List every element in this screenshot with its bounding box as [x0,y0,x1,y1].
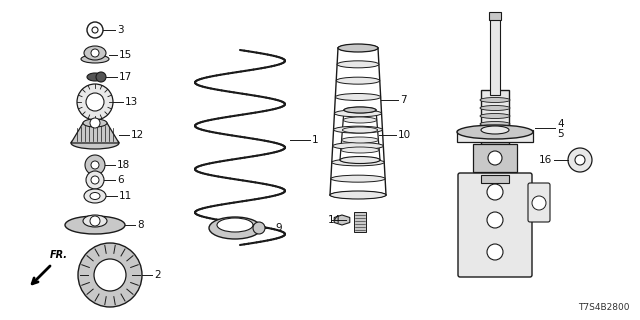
Text: T7S4B2800: T7S4B2800 [579,303,630,312]
Ellipse shape [480,114,510,118]
Ellipse shape [332,159,384,166]
Ellipse shape [340,157,380,163]
Ellipse shape [342,127,378,133]
Circle shape [487,244,503,260]
Circle shape [92,27,98,33]
Circle shape [77,84,113,120]
Bar [481,90,509,132]
Circle shape [90,216,100,226]
Ellipse shape [87,73,103,81]
Text: 3: 3 [117,25,124,35]
Ellipse shape [333,142,383,149]
Circle shape [90,118,100,128]
Text: 6: 6 [117,175,124,185]
Text: FR.: FR. [50,250,68,260]
Bar [481,142,509,232]
Circle shape [488,151,502,165]
Circle shape [96,72,106,82]
Text: 7: 7 [400,95,406,105]
Circle shape [568,148,592,172]
Bar [490,15,500,95]
Text: 18: 18 [117,160,131,170]
Ellipse shape [481,126,509,134]
Ellipse shape [343,117,377,123]
Circle shape [487,184,503,200]
Text: 11: 11 [119,191,132,201]
Ellipse shape [217,218,253,232]
Circle shape [94,259,126,291]
Circle shape [91,176,99,184]
FancyBboxPatch shape [458,173,532,277]
FancyBboxPatch shape [528,183,550,222]
Text: 12: 12 [131,130,144,140]
Ellipse shape [335,93,381,100]
Circle shape [85,155,105,175]
Ellipse shape [65,216,125,234]
Circle shape [532,196,546,210]
Ellipse shape [344,107,376,113]
Circle shape [253,222,265,234]
Ellipse shape [342,137,378,143]
Circle shape [78,243,142,307]
Ellipse shape [90,193,100,199]
Ellipse shape [209,217,261,239]
Text: 9: 9 [275,223,282,233]
Text: 5: 5 [557,129,564,139]
Ellipse shape [336,77,380,84]
Circle shape [91,161,99,169]
Ellipse shape [330,191,386,199]
Text: 1: 1 [312,135,319,145]
Text: 8: 8 [137,220,143,230]
Circle shape [487,212,503,228]
Text: 14: 14 [328,215,341,225]
Ellipse shape [337,61,379,68]
Ellipse shape [341,147,380,153]
Text: 13: 13 [125,97,138,107]
Circle shape [86,93,104,111]
Ellipse shape [84,46,106,60]
Bar [473,144,517,172]
Ellipse shape [83,215,107,227]
Ellipse shape [71,137,119,149]
Ellipse shape [84,189,106,203]
Ellipse shape [480,122,510,126]
Bar [481,175,509,183]
Ellipse shape [338,44,378,52]
Ellipse shape [330,191,386,198]
Polygon shape [334,215,350,225]
Ellipse shape [338,44,378,52]
Text: 16: 16 [539,155,552,165]
Text: 4: 4 [557,119,564,129]
Ellipse shape [457,125,533,139]
Polygon shape [71,123,119,143]
Circle shape [575,155,585,165]
Bar [457,130,533,142]
Bar [354,212,366,232]
Circle shape [86,171,104,189]
Text: 15: 15 [119,50,132,60]
Text: 10: 10 [398,130,411,140]
Circle shape [91,49,99,57]
Ellipse shape [333,126,383,133]
Circle shape [87,22,103,38]
Ellipse shape [340,156,380,164]
Ellipse shape [81,55,109,63]
Bar [489,12,501,20]
Text: 17: 17 [119,72,132,82]
Ellipse shape [344,107,376,113]
Text: 2: 2 [154,270,161,280]
Ellipse shape [83,119,107,127]
Ellipse shape [335,110,381,117]
Ellipse shape [331,175,385,182]
Ellipse shape [480,106,510,110]
Ellipse shape [480,98,510,102]
